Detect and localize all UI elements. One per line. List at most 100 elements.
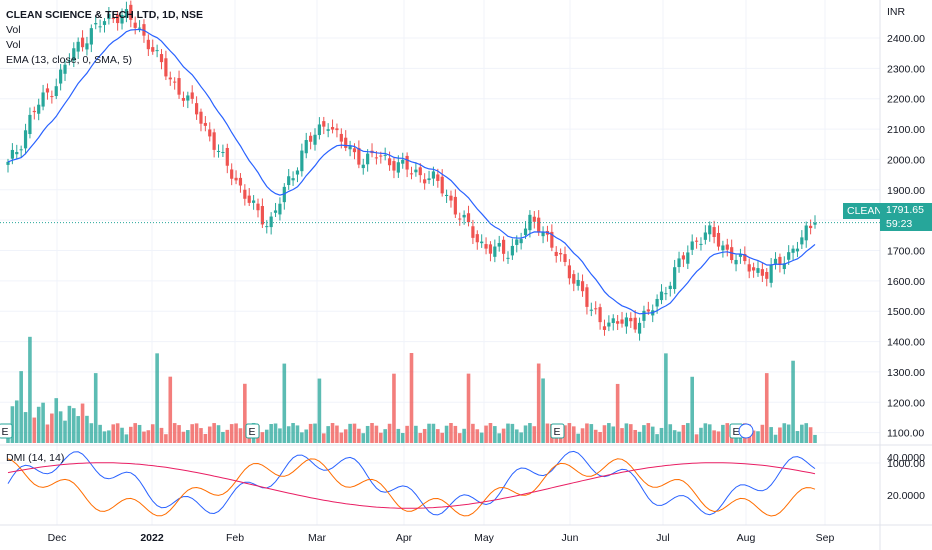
volume-bar: [23, 412, 28, 443]
candle-body: [94, 23, 98, 25]
time-tick-label: Dec: [48, 532, 67, 544]
volume-bar: [181, 431, 186, 443]
volume-bar: [536, 363, 541, 443]
currency-label: INR: [887, 6, 906, 18]
candle-body: [694, 240, 699, 242]
candle-body: [357, 147, 361, 165]
volume-bar: [225, 429, 230, 443]
volume-bar: [756, 431, 760, 443]
chart-legend: CLEAN SCIENCE & TECH LTD, 1D, NSE Vol Vo…: [6, 8, 203, 68]
volume-bar: [637, 431, 642, 443]
candle-body: [19, 149, 23, 151]
candle-body: [221, 152, 225, 154]
volume-bar: [286, 426, 291, 443]
candle-body: [243, 189, 247, 199]
candle-body: [414, 169, 418, 173]
earnings-marker: [245, 423, 260, 439]
candle-body: [453, 196, 457, 215]
volume-bar: [159, 427, 164, 443]
price-tick-label: 1400.00: [887, 337, 925, 349]
volume-bar: [598, 432, 602, 443]
candle-body: [673, 267, 677, 290]
time-tick-label: Feb: [226, 532, 244, 544]
candle-body: [681, 255, 686, 260]
candle-body: [102, 21, 107, 25]
candle-body: [515, 239, 519, 245]
volume-bar: [335, 425, 339, 443]
volume-bar: [120, 427, 124, 443]
volume-bar: [102, 431, 107, 443]
candle-body: [339, 133, 343, 142]
volume-bar: [519, 432, 523, 443]
candle-body: [124, 9, 129, 18]
candle-body: [712, 227, 716, 238]
volume-bar: [449, 423, 453, 443]
candle-body: [111, 18, 115, 20]
candle-body: [721, 245, 725, 251]
candle-body: [690, 241, 694, 250]
volume-bar: [396, 428, 401, 443]
volume-bar: [10, 406, 15, 443]
price-tick-label: 2200.00: [887, 94, 925, 106]
volume-bar: [800, 424, 804, 443]
volume-bar: [405, 425, 409, 443]
volume-bar: [721, 424, 725, 443]
adx-line: [7, 462, 816, 509]
candle-body: [181, 97, 186, 101]
volume-bar: [19, 371, 23, 443]
time-tick-label: Apr: [396, 532, 413, 544]
candle-body: [199, 111, 203, 124]
volume-bar: [760, 424, 765, 443]
candle-body: [585, 287, 589, 307]
candle-body: [466, 213, 471, 223]
volume-bar: [50, 413, 54, 443]
candle-body: [335, 128, 339, 131]
candle-body: [616, 321, 620, 324]
candle-body: [580, 281, 585, 292]
volume-bar: [506, 423, 510, 443]
volume-bar: [773, 434, 778, 443]
volume-label: Vol: [6, 24, 21, 36]
earnings-marker-label: E: [1, 426, 8, 438]
dividend-marker: [738, 423, 754, 439]
candle-body: [374, 157, 379, 159]
candle-body: [554, 251, 558, 256]
volume-bar: [300, 432, 304, 443]
volume-bar: [471, 423, 475, 443]
price-tick-label: 1900.00: [887, 185, 925, 197]
volume-bar: [440, 432, 445, 443]
candle-body: [813, 222, 817, 225]
volume-bar: [150, 424, 155, 443]
volume-bar: [374, 425, 379, 443]
candle-body: [107, 13, 111, 20]
volume-bar: [124, 434, 129, 443]
candle-body: [348, 146, 352, 150]
last-price-tag: 1791.65 59:23: [880, 203, 932, 231]
price-tick-label: 2400.00: [887, 33, 925, 45]
volume-bar: [725, 423, 730, 443]
candle-body: [488, 244, 493, 254]
volume-bar: [229, 424, 234, 443]
candle-body: [598, 307, 602, 323]
volume-bar: [615, 383, 620, 443]
candle-body: [28, 114, 32, 135]
candle-body: [366, 153, 370, 165]
candle-body: [506, 257, 510, 259]
candle-body: [120, 14, 124, 24]
volume-bar: [466, 373, 471, 443]
candle-body: [769, 265, 773, 283]
volume-bar: [672, 430, 677, 443]
volume-bar: [177, 425, 181, 443]
dmi-minus-line: [7, 458, 816, 517]
time-tick-label: Sep: [816, 532, 835, 544]
volume-bar: [370, 423, 374, 443]
candle-body: [475, 234, 479, 243]
volume-bar: [278, 428, 282, 443]
candle-body: [278, 203, 282, 215]
volume-bar: [98, 424, 102, 443]
volume-bar: [190, 424, 195, 443]
candle-body: [32, 110, 36, 113]
candle-body: [67, 60, 72, 62]
candle-body: [664, 293, 668, 295]
volume-bar: [528, 423, 532, 443]
